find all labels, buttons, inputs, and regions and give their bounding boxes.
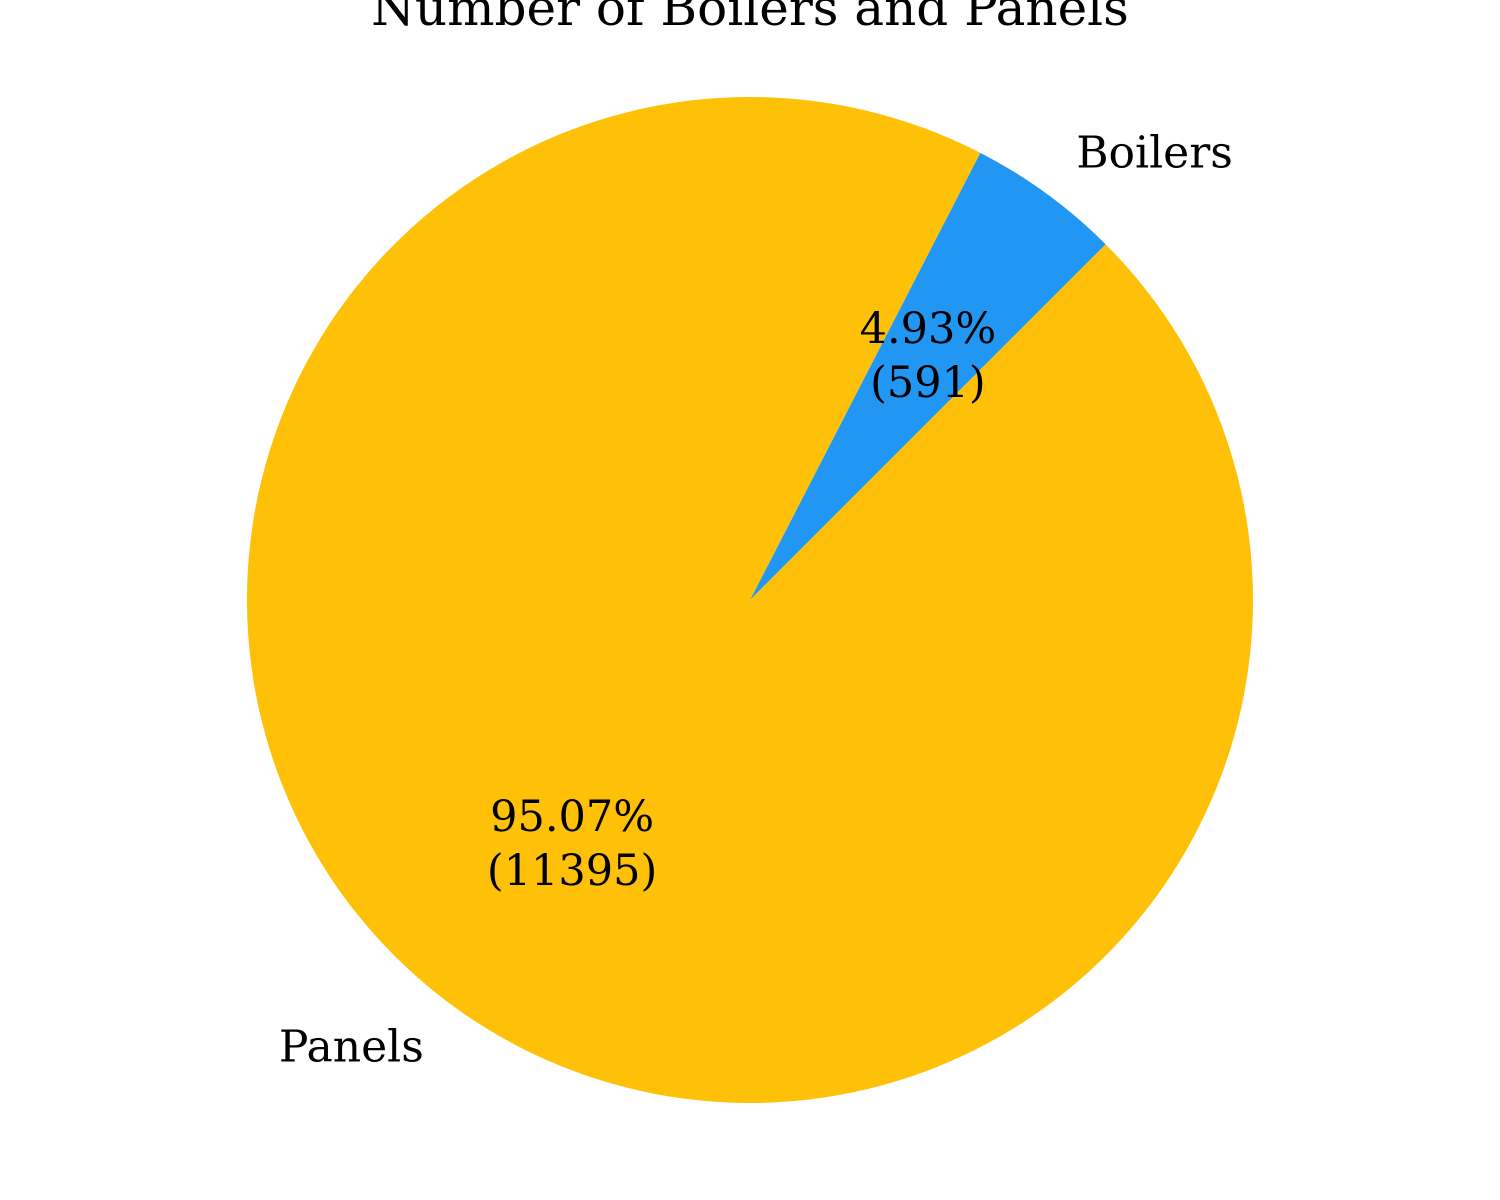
pie-slices bbox=[246, 96, 1253, 1103]
pie-slice-boilers bbox=[750, 152, 1106, 600]
slice-percent-boilers: 4.93% bbox=[860, 304, 997, 354]
slice-label-panels: Panels bbox=[279, 1021, 424, 1072]
pie-labels: Boilers 4.93%(591) Panels 95.07%(11395) bbox=[279, 128, 1233, 1073]
slice-percent-panels: 95.07% bbox=[490, 792, 654, 842]
slice-count-boilers: (591) bbox=[870, 358, 986, 408]
pie-slice-panels bbox=[246, 96, 1253, 1103]
slice-label-boilers: Boilers bbox=[1076, 128, 1233, 179]
slice-count-panels: (11395) bbox=[487, 846, 657, 896]
chart-title: Number of Boilers and Panels bbox=[371, 0, 1129, 37]
